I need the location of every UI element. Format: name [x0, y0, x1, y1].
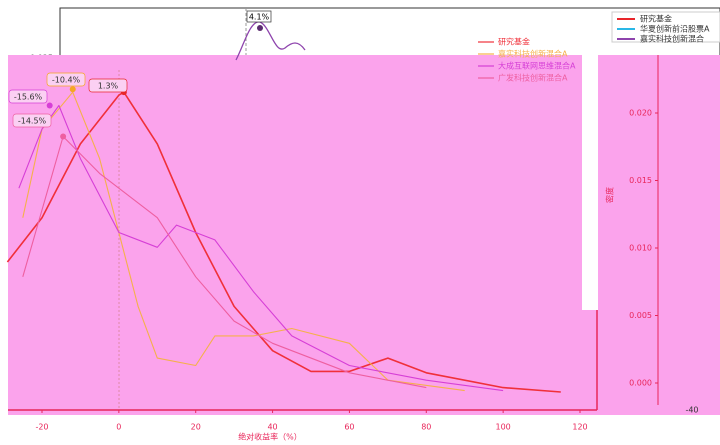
x-axis-label: 绝对收益率（%）: [238, 432, 302, 442]
x-tick-label: 80: [421, 423, 431, 432]
peak-dot: [46, 102, 53, 109]
x-tick-label: 40: [267, 423, 277, 432]
top-legend: [611, 11, 720, 43]
y-axis-label: 密度: [605, 187, 615, 203]
partial-curve: [235, 21, 306, 61]
gap: [582, 55, 598, 310]
x-tick-label: 120: [572, 423, 587, 432]
legend-label: 嘉实科技创新混合: [640, 34, 704, 44]
peak-dot: [257, 25, 263, 31]
x-tick-label: -40: [685, 406, 698, 415]
annotation: 4.1%: [249, 13, 270, 22]
annotation: -15.6%: [14, 93, 43, 102]
label-box: [12, 113, 52, 128]
label-box: [246, 10, 272, 23]
peak-dot: [69, 86, 76, 93]
density-line: [6, 91, 561, 393]
y-tick-label: 0.020: [629, 109, 652, 118]
annotation: -14.5%: [18, 117, 47, 126]
peak-dot: [60, 133, 67, 140]
label-box: [46, 72, 86, 87]
density-line: [22, 135, 427, 389]
y-tick-label: 0.010: [629, 244, 652, 253]
y-tick-label: 0.000: [629, 379, 652, 388]
annotation: 1.3%: [98, 82, 119, 91]
annotation: -10.4%: [52, 76, 81, 85]
y-tick-label: 0.005: [629, 311, 652, 320]
legend-label: 大成互联网思维混合A: [498, 61, 576, 71]
label-box: [88, 78, 128, 93]
x-tick-label: 100: [496, 423, 511, 432]
label-box: [8, 89, 48, 104]
x-tick-label: -20: [35, 423, 48, 432]
overlay: [8, 55, 720, 415]
legend-label: 广发科技创新混合A: [498, 73, 568, 83]
legend-label: 研究基金: [640, 14, 672, 24]
x-tick-label: 20: [191, 423, 201, 432]
legend-label: 嘉实科技创新混合A: [498, 49, 568, 59]
x-tick-label: 0: [116, 423, 121, 432]
x-tick-label: 60: [344, 423, 354, 432]
legend-label: 华夏创新前沿股票A: [640, 24, 710, 34]
density-line: [18, 104, 504, 392]
legend-label: 研究基金: [498, 37, 530, 47]
y-tick-label: 0.015: [629, 176, 652, 185]
